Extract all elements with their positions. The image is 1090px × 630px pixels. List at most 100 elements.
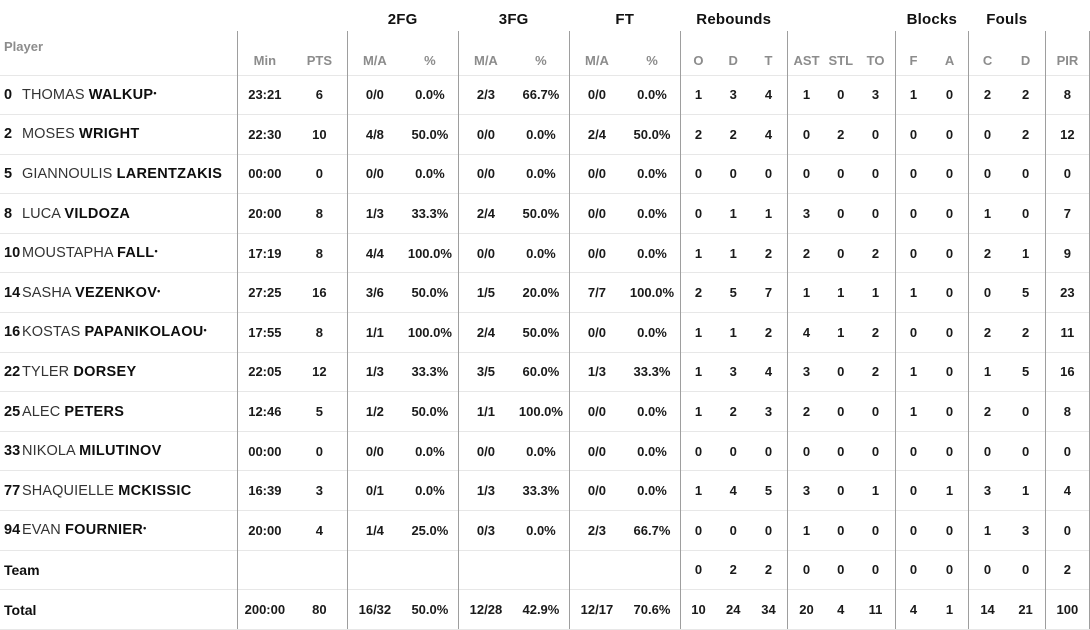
stat-cell: 23:21 xyxy=(236,74,293,115)
stat-cell: 0 xyxy=(967,272,1007,313)
stat-cell: 3 xyxy=(856,74,896,115)
stat-cell: 1 xyxy=(1006,232,1046,273)
stat-cell: 25.0% xyxy=(402,510,459,551)
stat-cell: 1/3 xyxy=(568,351,625,392)
stat-cell: 0.0% xyxy=(624,153,681,194)
column-header-foul-c: C xyxy=(967,31,1007,75)
stat-cell: 0 xyxy=(1006,153,1046,194)
group-header-ft: FT xyxy=(615,11,635,28)
column-header-ast: AST xyxy=(786,31,826,75)
jersey-number: 2 xyxy=(4,126,13,143)
stat-cell: 1 xyxy=(750,193,788,234)
stat-cell: 4 xyxy=(750,74,788,115)
player-name-cell: 94 EVAN FOURNIER• xyxy=(0,510,238,551)
stat-cell: 4 xyxy=(894,589,932,630)
stat-cell: 2 xyxy=(856,351,896,392)
stat-cell: 70.6% xyxy=(624,589,681,630)
group-header-row: Player 2FG 3FG FT Rebounds Blocks Fouls xyxy=(0,0,1090,54)
team-row: Team 0 2 2 0 0 0 0 0 0 0 2 xyxy=(0,549,1090,590)
stat-cell: 100.0% xyxy=(402,312,459,353)
group-header-ast-stl-to xyxy=(787,0,895,31)
stat-cell: 0/1 xyxy=(346,470,403,511)
stat-cell: 0.0% xyxy=(624,312,681,353)
player-last-name: VILDOZA xyxy=(64,205,131,222)
stat-cell: 2 xyxy=(967,391,1007,432)
stat-cell: 1 xyxy=(894,391,932,432)
stat-cell: 0 xyxy=(894,510,932,551)
stat-cell xyxy=(513,549,570,590)
stat-cell: 0/3 xyxy=(457,510,514,551)
stat-cell: 0 xyxy=(825,351,857,392)
player-first-name: LUCA xyxy=(22,205,65,222)
stat-cell: 4 xyxy=(292,510,348,551)
stat-cell: 3 xyxy=(967,470,1007,511)
player-row: 14 SASHA VEZENKOV• 27:25 16 3/6 50.0% 1/5 20.0%… xyxy=(0,272,1090,313)
column-header-ft-ma: M/A xyxy=(568,31,625,75)
stat-cell: 0 xyxy=(679,430,717,471)
stat-cell: 0 xyxy=(894,549,932,590)
stat-cell xyxy=(292,549,348,590)
stat-cell: 6 xyxy=(292,74,348,115)
stat-cell: 0.0% xyxy=(513,153,570,194)
stat-cell: 16:39 xyxy=(236,470,293,511)
stat-cell: 0 xyxy=(786,549,826,590)
stat-cell: 4 xyxy=(750,351,788,392)
stat-cell: 0 xyxy=(716,153,751,194)
stat-cell: 0 xyxy=(679,549,717,590)
stat-cell: 1/3 xyxy=(346,193,403,234)
stat-cell: 2 xyxy=(716,114,751,155)
stat-cell: 3 xyxy=(786,351,826,392)
player-name-cell: 77 SHAQUIELLE MCKISSIC xyxy=(0,470,238,511)
stat-cell: 0/0 xyxy=(568,232,625,273)
stat-cell: 2/4 xyxy=(457,193,514,234)
stat-cell: 4 xyxy=(825,589,857,630)
stat-cell: 2 xyxy=(786,232,826,273)
stat-cell: 9 xyxy=(1044,232,1090,273)
player-row: 25 ALEC PETERS 12:46 5 1/2 50.0% 1/1 100.0% 0/0 0… xyxy=(0,391,1090,432)
row-label: Team xyxy=(4,561,40,578)
stat-cell: 0/0 xyxy=(457,114,514,155)
stat-cell: 1 xyxy=(856,272,896,313)
jersey-number: 5 xyxy=(4,165,13,182)
stat-cell: 0 xyxy=(786,153,826,194)
stat-cell: 1/3 xyxy=(457,470,514,511)
stat-cell: 14 xyxy=(967,589,1007,630)
jersey-number: 0 xyxy=(4,86,13,103)
stat-cell: 0 xyxy=(931,74,969,115)
stat-cell: 1 xyxy=(679,351,717,392)
column-header-blk-a: A xyxy=(944,52,955,68)
column-header-ft-pct: % xyxy=(646,52,658,68)
group-header-2fg: 2FG xyxy=(387,11,418,28)
stat-cell: 50.0% xyxy=(624,114,681,155)
stat-cell: 1 xyxy=(679,312,717,353)
stat-cell: 0 xyxy=(856,193,896,234)
stat-cell: 2 xyxy=(750,549,788,590)
column-header-reb-t: T xyxy=(764,52,773,68)
stat-cell: 0 xyxy=(894,193,932,234)
stat-cell: 2 xyxy=(856,232,896,273)
stat-cell: 22:30 xyxy=(236,114,293,155)
stat-cell: 20:00 xyxy=(236,193,293,234)
stat-cell: 0/0 xyxy=(346,74,403,115)
player-name-cell: 22 TYLER DORSEY xyxy=(0,351,238,392)
stat-cell: 50.0% xyxy=(513,312,570,353)
stat-cell: 11 xyxy=(1044,312,1090,353)
player-first-name: TYLER xyxy=(22,363,74,380)
stat-cell: 1 xyxy=(786,510,826,551)
starter-marker: • xyxy=(153,87,157,98)
stat-cell: 2 xyxy=(750,232,788,273)
stat-cell: 1/1 xyxy=(457,391,514,432)
stat-cell: 00:00 xyxy=(236,430,293,471)
stat-cell: 0/0 xyxy=(568,391,625,432)
stat-cell: 0/0 xyxy=(346,153,403,194)
stat-cell: 5 xyxy=(1006,272,1046,313)
jersey-number: 14 xyxy=(4,284,21,301)
player-row: 22 TYLER DORSEY 22:05 12 1/3 33.3% 3/5 60.0% 1/3… xyxy=(0,351,1090,392)
player-row: 77 SHAQUIELLE MCKISSIC 16:39 3 0/1 0.0% 1/3 33.… xyxy=(0,470,1090,511)
stat-cell: 100.0% xyxy=(402,232,459,273)
player-row: 94 EVAN FOURNIER• 20:00 4 1/4 25.0% 0/3 0.0% 2/3… xyxy=(0,510,1090,551)
player-first-name: GIANNOULIS xyxy=(22,165,117,182)
stat-cell: 3/6 xyxy=(346,272,403,313)
player-first-name: EVAN xyxy=(22,522,65,539)
stat-cell: 0 xyxy=(931,549,969,590)
